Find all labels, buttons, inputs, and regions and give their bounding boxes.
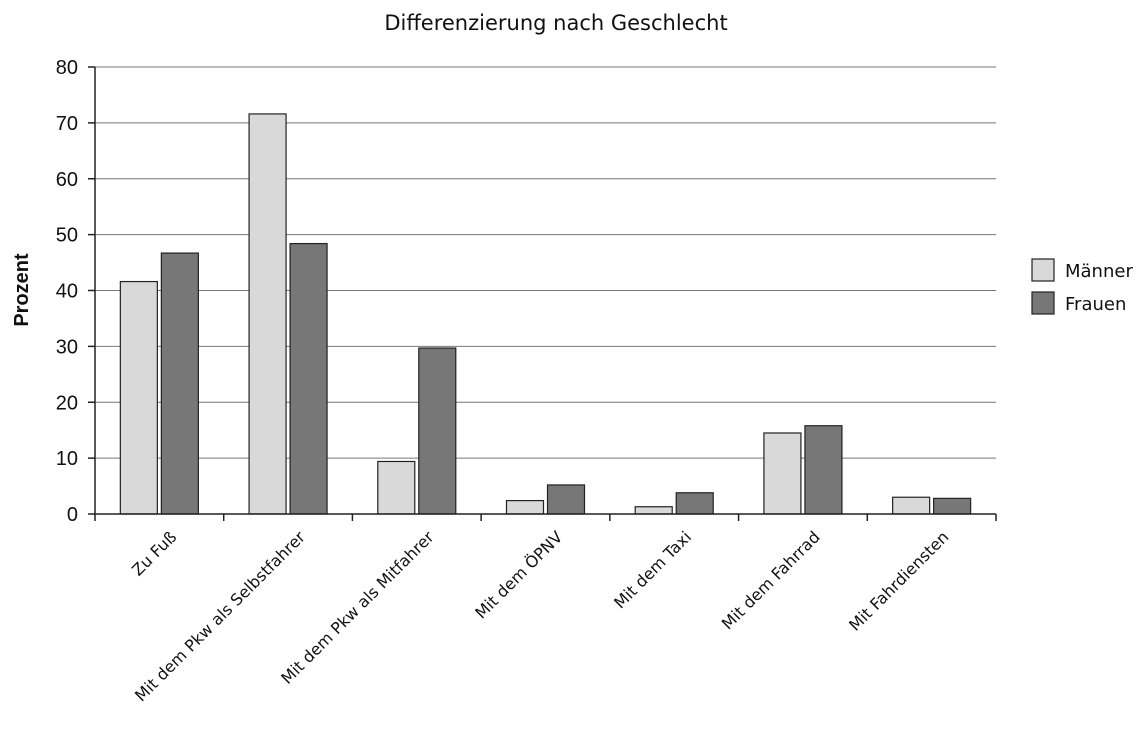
bar-maenner-0 [119, 280, 158, 515]
y-tick-label: 60 [56, 169, 78, 191]
bar-frauen-1 [289, 242, 328, 515]
x-category-label: Mit dem ÖPNV [471, 527, 566, 622]
bar-maenner-6 [892, 496, 931, 515]
x-category-label: Mit dem Taxi [610, 527, 695, 612]
bar-frauen-0 [160, 252, 199, 515]
y-tick-label: 70 [56, 113, 78, 135]
bar-maenner-4 [634, 506, 673, 515]
y-tick-label: 10 [56, 448, 78, 470]
y-tick-labels: 0 10 20 30 40 50 60 70 80 [56, 57, 78, 526]
y-tick-label: 80 [56, 57, 78, 79]
x-category-label: Mit Fahrdiensten [845, 527, 952, 634]
legend-swatch-maenner [1031, 258, 1055, 282]
y-tick-label: 50 [56, 225, 78, 247]
legend-label: Frauen [1065, 294, 1126, 315]
bar-frauen-3 [546, 484, 586, 515]
bars [119, 113, 972, 515]
x-category-label: Zu Fuß [128, 527, 180, 579]
x-category-label: Mit dem Pkw als Mitfahrer [277, 527, 438, 688]
bar-maenner-2 [377, 460, 416, 515]
legend-swatch-frauen [1031, 291, 1055, 315]
axes [88, 66, 997, 521]
bar-frauen-4 [675, 492, 714, 515]
grid-lines [95, 66, 996, 459]
bar-frauen-5 [804, 425, 843, 515]
x-category-label: Mit dem Fahrrad [718, 527, 824, 633]
bar-maenner-3 [505, 499, 545, 515]
y-tick-label: 0 [67, 504, 78, 526]
bar-maenner-5 [763, 432, 802, 515]
bar-maenner-1 [248, 113, 287, 515]
legend: Männer Frauen [1031, 258, 1133, 315]
y-axis-label: Prozent [11, 253, 33, 327]
y-tick-label: 20 [56, 392, 78, 414]
y-tick-label: 30 [56, 336, 78, 358]
y-tick-label: 40 [56, 281, 78, 303]
chart-title: Differenzierung nach Geschlecht [384, 11, 727, 35]
bar-frauen-2 [418, 347, 457, 515]
legend-label: Männer [1065, 261, 1133, 282]
bar-frauen-6 [933, 497, 972, 515]
